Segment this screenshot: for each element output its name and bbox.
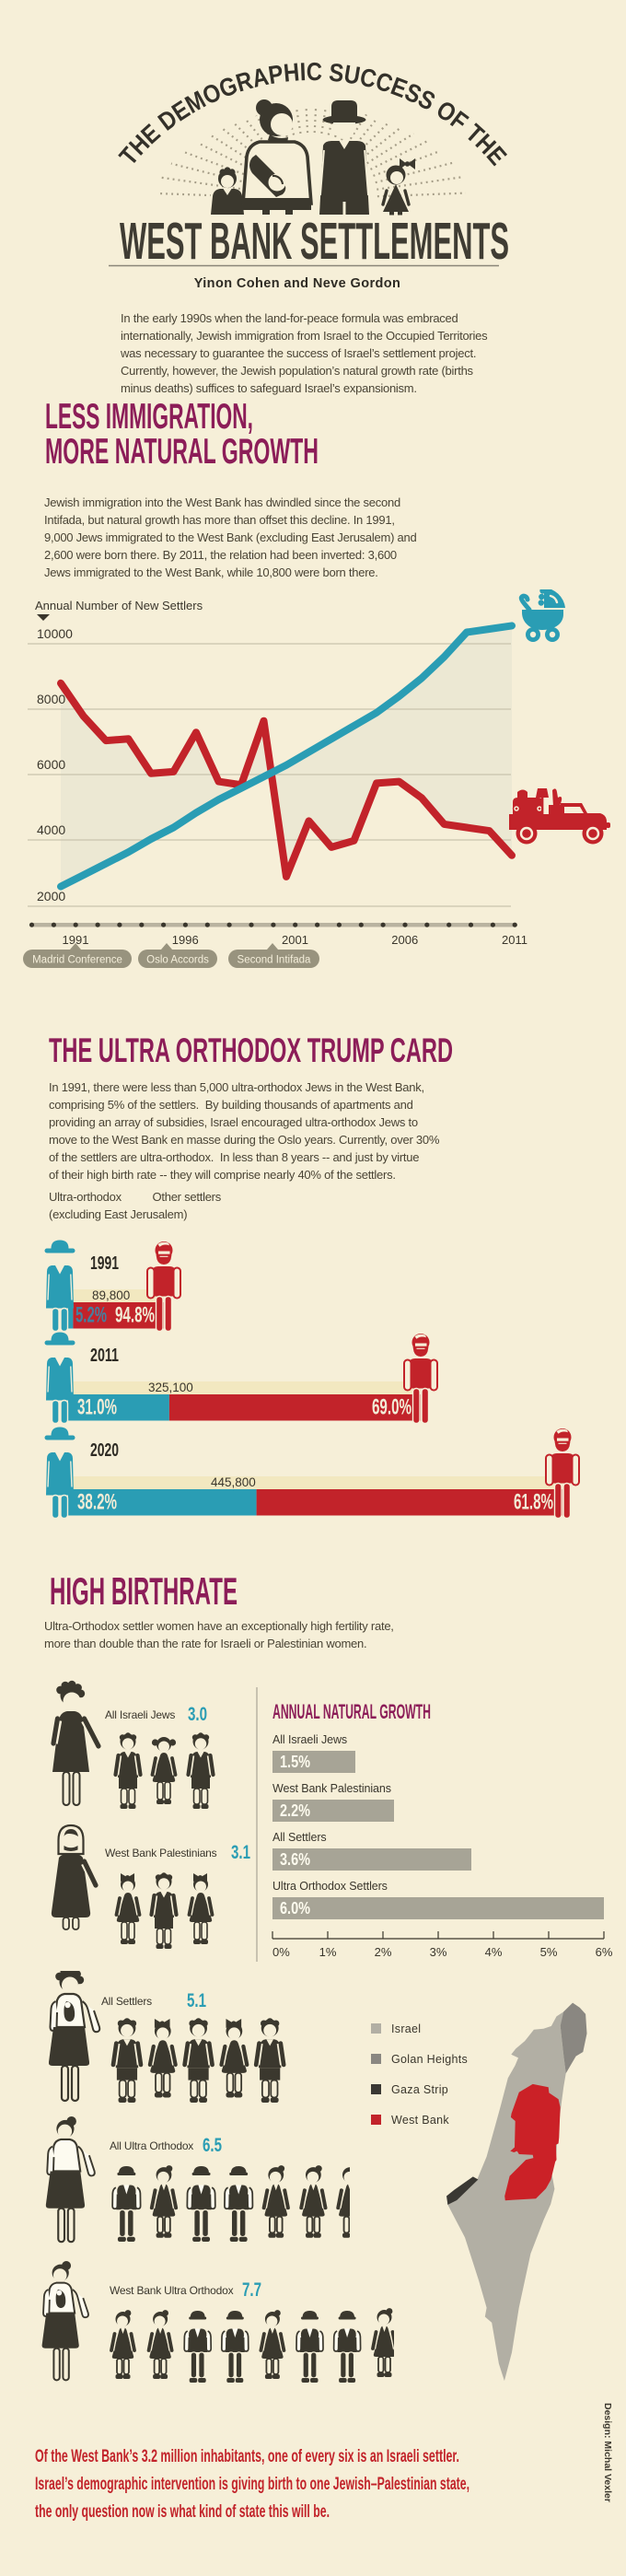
svg-text:3.6%: 3.6% xyxy=(280,1850,310,1869)
svg-text:Madrid Conference: Madrid Conference xyxy=(32,955,122,966)
svg-text:1%: 1% xyxy=(319,1945,337,1959)
svg-text:All Israeli Jews: All Israeli Jews xyxy=(272,1733,347,1746)
svg-text:5.1: 5.1 xyxy=(187,1990,206,2011)
svg-text:5.2%: 5.2% xyxy=(75,1303,107,1328)
svg-text:2001: 2001 xyxy=(282,933,308,947)
svg-text:West Bank Ultra Orthodox: West Bank Ultra Orthodox xyxy=(110,2284,234,2297)
svg-text:Israel’s demographic intervent: Israel’s demographic intervention is giv… xyxy=(35,2475,470,2494)
svg-text:MORE NATURAL GROWTH: MORE NATURAL GROWTH xyxy=(45,432,319,472)
svg-text:7.7: 7.7 xyxy=(242,2279,261,2301)
svg-text:West Bank: West Bank xyxy=(391,2114,449,2127)
svg-text:38.2%: 38.2% xyxy=(77,1490,117,1515)
svg-text:2.2%: 2.2% xyxy=(280,1801,310,1820)
svg-text:1996: 1996 xyxy=(172,933,199,947)
svg-text:LESS IMMIGRATION,: LESS IMMIGRATION, xyxy=(45,397,253,437)
svg-text:1.5%: 1.5% xyxy=(280,1753,310,1771)
svg-text:Design: Michal Vexler: Design: Michal Vexler xyxy=(602,2403,613,2502)
svg-text:All Israeli Jews: All Israeli Jews xyxy=(105,1708,175,1721)
svg-text:All Settlers: All Settlers xyxy=(101,1995,152,2008)
svg-text:4%: 4% xyxy=(485,1945,503,1959)
svg-text:0%: 0% xyxy=(272,1945,290,1959)
svg-text:Oslo Accords: Oslo Accords xyxy=(146,955,209,966)
svg-text:3.0: 3.0 xyxy=(188,1704,207,1725)
svg-text:8000: 8000 xyxy=(37,692,65,706)
svg-text:HIGH BIRTHRATE: HIGH BIRTHRATE xyxy=(50,1569,238,1612)
svg-text:West Bank Palestinians: West Bank Palestinians xyxy=(105,1847,217,1859)
svg-text:445,800: 445,800 xyxy=(211,1475,256,1489)
svg-text:THE ULTRA ORTHODOX TRUMP CARD: THE ULTRA ORTHODOX TRUMP CARD xyxy=(49,1032,453,1069)
svg-text:61.8%: 61.8% xyxy=(514,1490,553,1515)
svg-text:69.0%: 69.0% xyxy=(372,1395,412,1420)
svg-text:Gaza Strip: Gaza Strip xyxy=(391,2083,448,2096)
svg-text:10000: 10000 xyxy=(37,626,73,641)
svg-text:2%: 2% xyxy=(375,1945,392,1959)
svg-text:2011: 2011 xyxy=(90,1345,119,1366)
svg-text:All Settlers: All Settlers xyxy=(272,1831,327,1844)
svg-text:Of the West Bank’s 3.2 million: Of the West Bank’s 3.2 million inhabitan… xyxy=(35,2447,459,2466)
svg-text:THE DEMOGRAPHIC SUCCESS OF THE: THE DEMOGRAPHIC SUCCESS OF THE xyxy=(113,57,512,170)
svg-text:ANNUAL NATURAL GROWTH: ANNUAL NATURAL GROWTH xyxy=(272,1700,431,1723)
svg-text:6000: 6000 xyxy=(37,757,65,772)
svg-text:Ultra Orthodox Settlers: Ultra Orthodox Settlers xyxy=(272,1880,388,1893)
svg-text:2006: 2006 xyxy=(391,933,418,947)
svg-text:94.8%: 94.8% xyxy=(115,1303,155,1328)
svg-text:89,800: 89,800 xyxy=(92,1288,130,1302)
svg-text:4000: 4000 xyxy=(37,822,65,837)
svg-text:2020: 2020 xyxy=(90,1440,119,1461)
svg-text:3%: 3% xyxy=(430,1945,447,1959)
svg-text:Second Intifada: Second Intifada xyxy=(238,955,312,966)
svg-text:3.1: 3.1 xyxy=(231,1842,250,1863)
svg-text:Golan Heights: Golan Heights xyxy=(391,2053,468,2066)
svg-text:Israel: Israel xyxy=(391,2022,421,2035)
svg-text:325,100: 325,100 xyxy=(148,1381,193,1394)
svg-text:1991: 1991 xyxy=(90,1253,119,1274)
svg-text:2000: 2000 xyxy=(37,889,65,903)
svg-text:West Bank Palestinians: West Bank Palestinians xyxy=(272,1782,391,1795)
svg-text:6.5: 6.5 xyxy=(203,2135,222,2156)
svg-text:the only question now is what: the only question now is what kind of st… xyxy=(35,2502,330,2522)
svg-text:31.0%: 31.0% xyxy=(77,1395,117,1420)
svg-text:2011: 2011 xyxy=(502,933,527,947)
svg-text:6%: 6% xyxy=(596,1945,613,1959)
svg-text:Annual Number of New Settlers: Annual Number of New Settlers xyxy=(35,599,203,612)
svg-text:WEST BANK SETTLEMENTS: WEST BANK SETTLEMENTS xyxy=(120,212,509,270)
svg-text:1991: 1991 xyxy=(63,933,89,947)
svg-text:6.0%: 6.0% xyxy=(280,1899,310,1917)
svg-text:5%: 5% xyxy=(540,1945,558,1959)
svg-text:All Ultra Orthodox: All Ultra Orthodox xyxy=(110,2139,193,2152)
